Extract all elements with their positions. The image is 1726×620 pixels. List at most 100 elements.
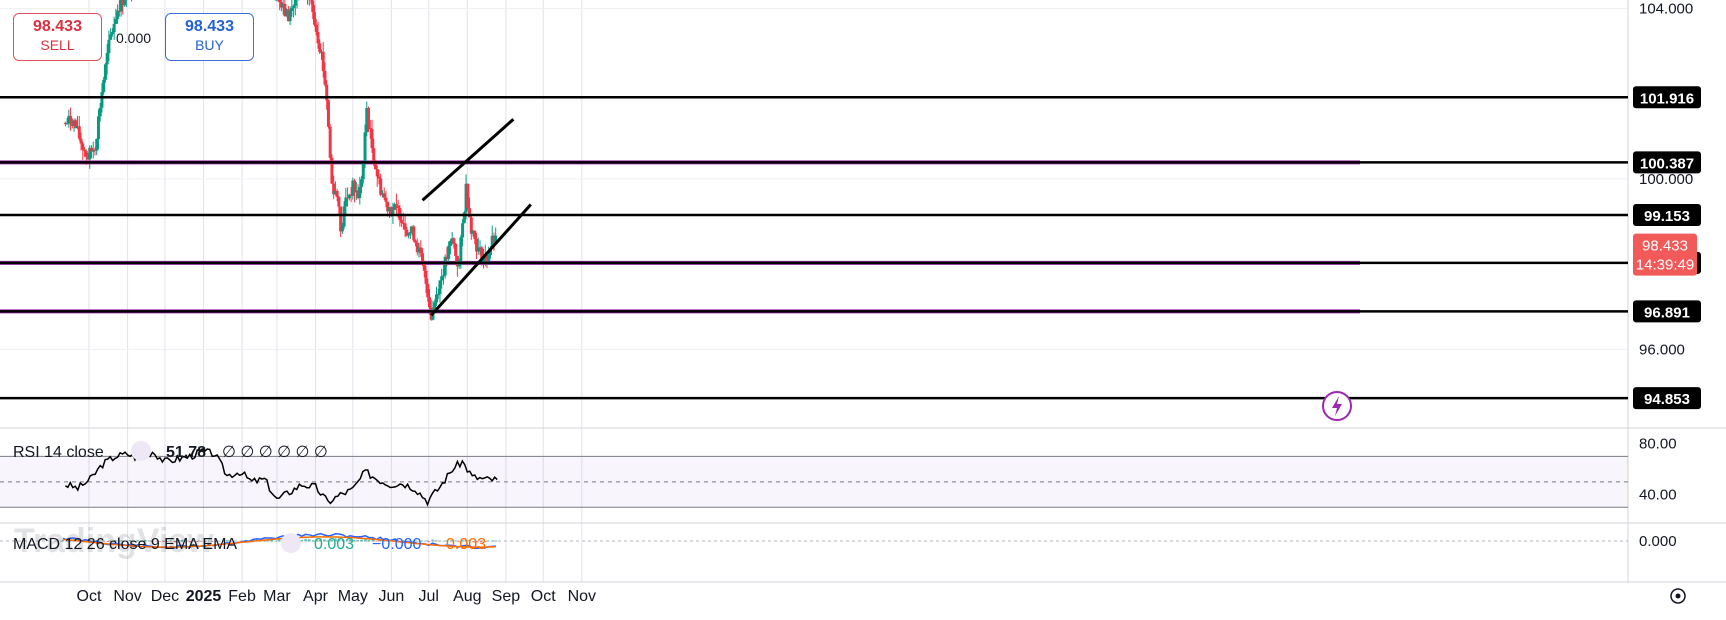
countdown-timer: 14:39:49 — [1636, 257, 1694, 274]
sell-button[interactable]: 98.433 SELL — [13, 13, 102, 61]
candle-body — [372, 148, 375, 162]
level-label-text: 99.153 — [1644, 208, 1690, 225]
candle-body — [369, 128, 372, 129]
candle-body — [322, 52, 325, 71]
candle-body — [290, 8, 293, 11]
candle-body — [414, 241, 417, 243]
candle-body — [459, 237, 462, 261]
buy-label: BUY — [166, 36, 253, 54]
rsi-na-values: ∅ ∅ ∅ ∅ ∅ ∅ — [222, 444, 328, 461]
rsi-settings-icon — [131, 441, 151, 461]
time-tick-label: Aug — [453, 588, 481, 605]
candle-body — [447, 246, 450, 259]
level-label: 99.153 — [1633, 204, 1701, 226]
candle-body — [400, 220, 403, 223]
candle-body — [444, 257, 447, 276]
candle-body — [344, 197, 347, 206]
candle-body — [66, 123, 69, 124]
candle-body — [323, 71, 326, 85]
level-label: 94.853 — [1633, 387, 1701, 409]
macd-line-value: −0.000 — [372, 536, 421, 553]
candle-body — [419, 247, 422, 253]
candle-body — [100, 92, 103, 108]
candle-body — [442, 275, 445, 276]
macd-histogram-bar — [237, 541, 239, 542]
buy-price: 98.433 — [166, 18, 253, 36]
candle-body — [377, 176, 380, 178]
level-label-text: 101.916 — [1640, 90, 1694, 107]
candle-body — [85, 151, 88, 157]
settings-icon — [1671, 589, 1685, 603]
candle-body — [449, 241, 452, 246]
candle-body — [78, 126, 81, 138]
macd-legend-label: MACD 12 26 close 9 EMA EMA — [13, 536, 237, 553]
rsi-tick-label: 40.00 — [1639, 487, 1677, 504]
macd-histogram-bar — [368, 540, 370, 542]
candle-body — [80, 139, 83, 144]
level-label-text: 96.891 — [1644, 304, 1690, 321]
purple-levels — [0, 162, 1360, 311]
time-tick-label: Mar — [263, 588, 291, 605]
candle-body — [327, 100, 330, 126]
candle-body — [438, 280, 441, 294]
candle-body — [341, 227, 344, 232]
time-tick-label: Nov — [113, 588, 141, 605]
candle-body — [104, 64, 107, 79]
candles — [64, 0, 497, 321]
buy-button[interactable]: 98.433 BUY — [165, 13, 254, 61]
candle-body — [294, 0, 297, 6]
macd-histogram-bar — [360, 540, 362, 542]
candle-body — [409, 232, 412, 233]
macd-histogram-bar — [274, 541, 276, 542]
time-tick-label: 2025 — [186, 588, 222, 605]
candle-body — [454, 244, 457, 256]
candle-body — [329, 127, 332, 158]
candle-body — [311, 0, 314, 12]
candle-body — [289, 11, 292, 21]
candle-body — [336, 191, 339, 197]
candle-body — [370, 129, 373, 148]
candle-body — [407, 233, 410, 235]
spread-value: 0.000 — [116, 30, 151, 46]
candle-body — [107, 40, 110, 53]
macd-histogram-bar — [428, 541, 430, 542]
candle-body — [433, 302, 436, 308]
time-tick-label: May — [338, 588, 368, 605]
candle-body — [337, 197, 340, 207]
candle-body — [343, 206, 346, 226]
candle-body — [461, 223, 464, 237]
rsi-tick-label: 80.00 — [1639, 436, 1677, 453]
sell-price: 98.433 — [14, 18, 101, 36]
candle-body — [376, 169, 379, 176]
candle-body — [383, 193, 386, 197]
rsi-legend-label: RSI 14 close — [13, 444, 104, 461]
candle-body — [487, 255, 490, 261]
candle-body — [435, 295, 438, 303]
candle-body — [123, 0, 126, 5]
settings-icon-inner — [1676, 594, 1681, 599]
candle-body — [364, 132, 367, 162]
price-tick-label: 104.000 — [1639, 1, 1693, 18]
candle-body — [292, 6, 295, 8]
candle-body — [360, 179, 363, 187]
candle-body — [379, 178, 382, 194]
current-price-value: 98.433 — [1642, 238, 1688, 255]
event-icon — [1323, 392, 1351, 420]
candle-body — [83, 150, 86, 152]
candle-body — [358, 187, 361, 198]
time-tick-label: Jun — [379, 588, 405, 605]
candle-body — [114, 19, 117, 24]
candle-body — [97, 116, 100, 139]
candle-body — [99, 108, 102, 117]
candle-body — [452, 238, 455, 243]
candle-body — [423, 263, 426, 270]
candle-body — [367, 108, 370, 128]
time-tick-label: Oct — [531, 588, 556, 605]
candle-body — [384, 198, 387, 202]
time-tick-label: Dec — [151, 588, 179, 605]
